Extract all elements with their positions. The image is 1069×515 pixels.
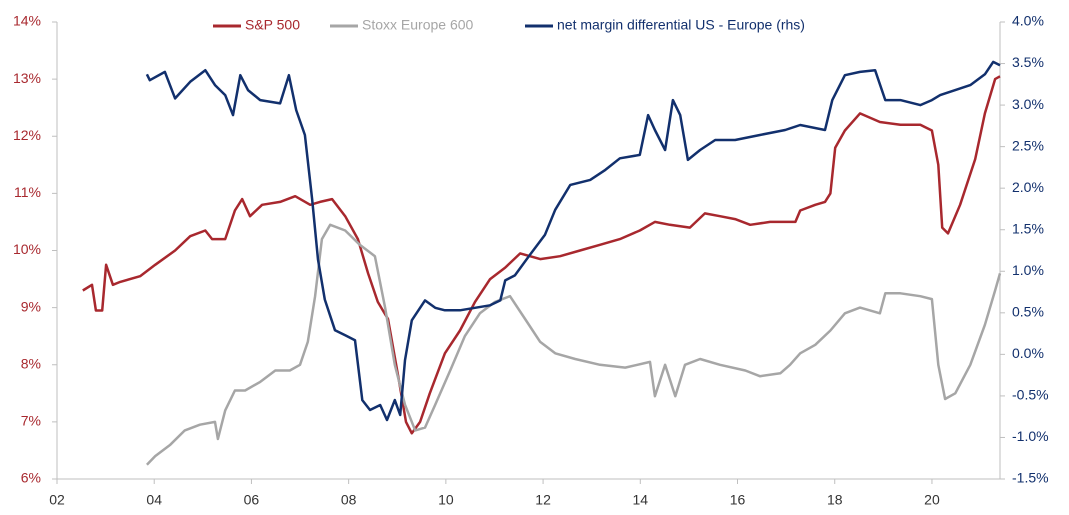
series-line	[145, 60, 1001, 422]
y2-tick-label: 4.0%	[1012, 13, 1044, 29]
y-tick-label: 9%	[21, 298, 41, 314]
y-tick-label: 6%	[21, 470, 41, 486]
series-line	[146, 223, 1002, 466]
y2-tick-label: 1.5%	[1012, 220, 1044, 236]
y-tick-label: 7%	[21, 413, 41, 429]
y2-tick-label: 0.5%	[1012, 304, 1044, 320]
x-tick-label: 16	[730, 492, 746, 508]
legend-label: net margin differential US - Europe (rhs…	[557, 17, 805, 33]
y2-tick-label: -0.5%	[1012, 387, 1049, 403]
y-tick-label: 10%	[13, 241, 41, 257]
x-tick-label: 02	[49, 492, 65, 508]
x-tick-label: 06	[244, 492, 260, 508]
x-tick-label: 08	[341, 492, 357, 508]
y2-tick-label: 3.0%	[1012, 96, 1044, 112]
y2-tick-label: 2.5%	[1012, 137, 1044, 153]
series-line	[82, 75, 1001, 435]
y2-tick-label: -1.5%	[1012, 470, 1049, 486]
y-tick-label: 11%	[14, 184, 41, 200]
legend-label: S&P 500	[245, 17, 300, 33]
x-tick-label: 20	[924, 492, 940, 508]
y-tick-label: 8%	[21, 355, 41, 371]
x-tick-label: 12	[535, 492, 551, 508]
y-tick-label: 12%	[13, 127, 41, 143]
y2-tick-label: 2.0%	[1012, 179, 1044, 195]
y2-tick-label: -1.0%	[1012, 428, 1049, 444]
y-tick-label: 14%	[13, 13, 41, 29]
x-tick-label: 18	[827, 492, 843, 508]
y-tick-label: 13%	[13, 70, 41, 86]
x-tick-label: 10	[438, 492, 454, 508]
legend-label: Stoxx Europe 600	[362, 17, 474, 33]
y2-tick-label: 3.5%	[1012, 54, 1044, 70]
y2-tick-label: 0.0%	[1012, 345, 1044, 361]
x-tick-label: 04	[146, 492, 162, 508]
x-tick-label: 14	[633, 492, 649, 508]
y2-tick-label: 1.0%	[1012, 262, 1044, 278]
